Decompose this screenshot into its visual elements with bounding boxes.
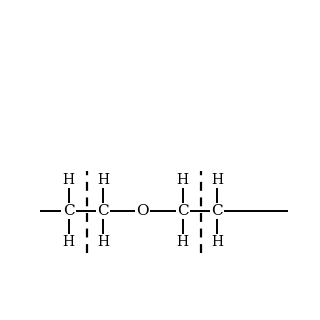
Text: C: C (97, 204, 109, 218)
Text: C: C (212, 204, 223, 218)
Text: H: H (211, 235, 223, 249)
Text: O: O (137, 204, 149, 218)
Text: H: H (62, 235, 75, 249)
Text: H: H (177, 235, 188, 249)
Text: C: C (63, 204, 74, 218)
Text: H: H (177, 173, 188, 187)
Text: H: H (211, 173, 223, 187)
Text: H: H (97, 235, 109, 249)
Text: H: H (97, 173, 109, 187)
Text: C: C (177, 204, 188, 218)
Text: H: H (62, 173, 75, 187)
